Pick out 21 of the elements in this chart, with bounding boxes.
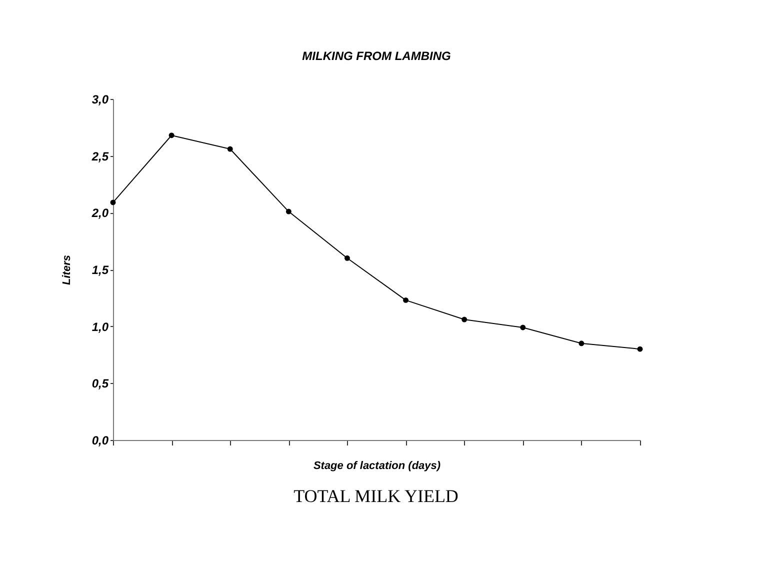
y-tick-label: 3,0 — [92, 92, 109, 106]
y-tick-label: 1,0 — [92, 320, 109, 334]
y-tick-label: 0,0 — [92, 434, 109, 448]
y-tick-label: 0,5 — [92, 376, 109, 391]
chart-title: MILKING FROM LAMBING — [302, 49, 451, 63]
y-tick-label: 2,0 — [90, 206, 109, 220]
point — [578, 340, 584, 346]
y-tick-label: 2,5 — [90, 149, 109, 164]
point — [403, 297, 409, 303]
point — [110, 200, 116, 206]
point — [227, 146, 233, 152]
point — [286, 208, 292, 214]
y-axis-title: Liters — [60, 255, 73, 285]
point — [168, 132, 174, 138]
point — [637, 346, 643, 352]
text: TOTAL MILK YIELD — [294, 486, 458, 506]
point — [520, 324, 526, 330]
y-tick-label: 1,5 — [92, 263, 109, 277]
x-axis-title: Stage of lactation (days) — [313, 460, 441, 472]
point — [344, 255, 350, 261]
point — [462, 316, 468, 322]
